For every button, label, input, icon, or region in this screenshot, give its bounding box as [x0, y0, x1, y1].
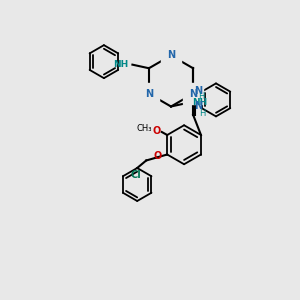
Text: N: N [167, 50, 175, 61]
Text: H: H [199, 109, 206, 118]
Text: O: O [154, 151, 162, 161]
Text: N: N [195, 101, 203, 111]
Text: N: N [189, 89, 197, 99]
Text: N: N [145, 89, 153, 99]
Text: H: H [199, 92, 205, 101]
Text: N: N [195, 86, 203, 96]
Text: O: O [152, 126, 160, 136]
Text: NH: NH [113, 59, 128, 69]
Text: Cl: Cl [130, 170, 141, 180]
Text: CH₃: CH₃ [136, 124, 152, 133]
Text: NH: NH [192, 98, 207, 107]
